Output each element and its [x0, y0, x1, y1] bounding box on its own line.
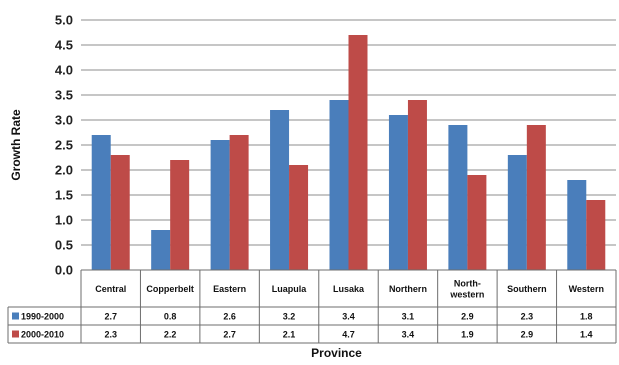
- data-label: 3.2: [283, 311, 296, 321]
- data-label: 1.4: [580, 329, 593, 339]
- y-tick-label: 3.0: [55, 113, 73, 128]
- data-label: 0.8: [164, 311, 177, 321]
- bar-1990-2000-3: [270, 110, 290, 270]
- bar-1990-2000-6: [448, 125, 468, 270]
- category-label: Western: [569, 284, 604, 294]
- bar-1990-2000-2: [210, 140, 230, 270]
- y-tick-label: 1.5: [55, 188, 73, 203]
- legend-label: 1990-2000: [21, 311, 64, 321]
- bar-2000-2010-3: [289, 165, 309, 270]
- bar-1990-2000-0: [91, 135, 111, 270]
- category-label: Southern: [507, 284, 547, 294]
- data-label: 2.9: [461, 311, 474, 321]
- bar-2000-2010-8: [586, 200, 606, 270]
- data-label: 2.9: [521, 329, 534, 339]
- legend-swatch-1990-2000: [12, 312, 19, 320]
- data-label: 1.9: [461, 329, 474, 339]
- y-tick-label: 5.0: [55, 13, 73, 28]
- y-tick-label: 4.0: [55, 63, 73, 78]
- data-label: 2.7: [104, 311, 117, 321]
- bar-1990-2000-7: [507, 155, 527, 270]
- data-label: 3.1: [402, 311, 415, 321]
- category-label: North-: [454, 279, 481, 289]
- data-label: 2.2: [164, 329, 177, 339]
- data-label: 3.4: [342, 311, 355, 321]
- data-label: 2.7: [223, 329, 236, 339]
- x-axis-title: Province: [311, 346, 362, 360]
- bar-1990-2000-8: [567, 180, 587, 270]
- category-label: Copperbelt: [146, 284, 194, 294]
- y-tick-label: 4.5: [55, 38, 73, 53]
- bar-2000-2010-6: [467, 175, 487, 270]
- category-label: Eastern: [213, 284, 246, 294]
- y-tick-label: 2.0: [55, 163, 73, 178]
- y-tick-label: 0.5: [55, 238, 73, 253]
- y-axis-title: Growth Rate: [9, 109, 23, 181]
- category-label: Lusaka: [333, 284, 365, 294]
- bar-2000-2010-7: [526, 125, 546, 270]
- data-label: 4.7: [342, 329, 355, 339]
- data-label: 3.4: [402, 329, 415, 339]
- legend-swatch-2000-2010: [12, 330, 19, 338]
- bar-2000-2010-1: [170, 160, 190, 270]
- y-tick-label: 2.5: [55, 138, 73, 153]
- bar-2000-2010-4: [348, 35, 368, 270]
- data-label: 2.6: [223, 311, 236, 321]
- data-label: 2.3: [521, 311, 534, 321]
- legend-label: 2000-2010: [21, 329, 64, 339]
- category-label: western: [449, 290, 484, 300]
- category-label: Central: [95, 284, 126, 294]
- bar-2000-2010-0: [110, 155, 130, 270]
- y-tick-label: 3.5: [55, 88, 73, 103]
- category-label: Northern: [389, 284, 427, 294]
- y-tick-label: 1.0: [55, 213, 73, 228]
- bar-1990-2000-1: [151, 230, 171, 270]
- bar-1990-2000-4: [329, 100, 349, 270]
- data-label: 2.3: [104, 329, 117, 339]
- data-label: 1.8: [580, 311, 593, 321]
- bar-1990-2000-5: [388, 115, 408, 270]
- category-label: Luapula: [272, 284, 307, 294]
- y-tick-label: 0.0: [55, 263, 73, 278]
- bar-2000-2010-2: [229, 135, 249, 270]
- bar-2000-2010-5: [407, 100, 427, 270]
- data-label: 2.1: [283, 329, 296, 339]
